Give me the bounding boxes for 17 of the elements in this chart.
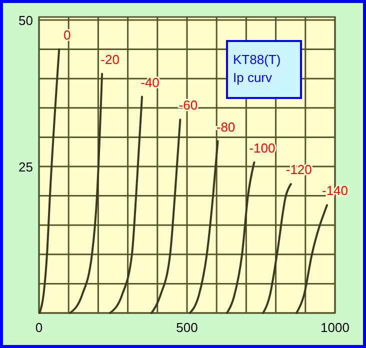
annotation: KT88(T) Ip curv — [233, 52, 281, 85]
series-label: -100 — [249, 140, 276, 156]
line-series — [188, 140, 219, 314]
line-series — [296, 204, 328, 314]
y-tick-label: 25 — [18, 160, 33, 174]
x-tick-label: 1000 — [320, 320, 350, 335]
x-tick-label: 500 — [176, 320, 198, 335]
line-series — [109, 96, 144, 314]
line-series — [150, 118, 182, 314]
line-series — [69, 72, 104, 314]
line-series — [38, 48, 60, 314]
line-series — [226, 161, 256, 314]
x-tick-label: 0 — [35, 320, 43, 335]
line-series — [262, 183, 292, 314]
series-label: -80 — [216, 119, 236, 134]
series-label: -20 — [100, 52, 120, 67]
y-tick-label: 50 — [18, 13, 33, 28]
